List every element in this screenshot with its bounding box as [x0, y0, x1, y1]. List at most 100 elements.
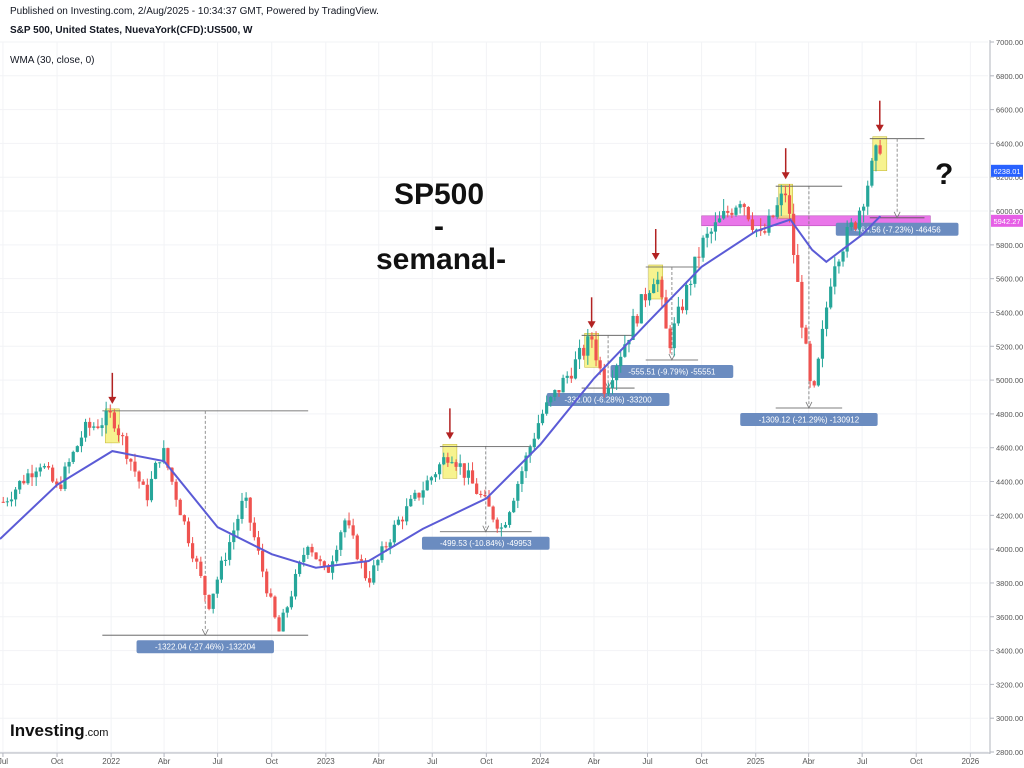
candle-body: [285, 607, 289, 613]
price-tick-label: 6600.00: [996, 106, 1023, 115]
current-price-tag: [991, 164, 1023, 177]
candle-body: [792, 213, 796, 255]
candle-body: [479, 493, 483, 495]
drawdown-label: -332.00 (-6.28%) -33200: [565, 396, 653, 405]
price-tick-label: 4400.00: [996, 478, 1023, 487]
measure-arrow: [482, 525, 490, 533]
candle-body: [771, 215, 775, 217]
candle-body: [133, 461, 137, 472]
candle-body: [335, 549, 339, 562]
candle-body: [207, 594, 211, 609]
candle-body: [652, 284, 656, 294]
candle-body: [750, 219, 755, 230]
candle-body: [878, 145, 882, 154]
indicator-legend[interactable]: WMA (30, close, 0): [10, 55, 95, 66]
candle-body: [709, 231, 713, 234]
measure-arrow: [201, 629, 209, 637]
drawdown-label-box: [546, 393, 670, 407]
drawdown-label: -499.53 (-10.84%) -49953: [440, 539, 532, 548]
candle-body: [265, 571, 269, 594]
candle-body: [137, 471, 141, 482]
candle-body: [392, 524, 396, 543]
candle-body: [656, 279, 660, 285]
candle-body: [623, 344, 627, 357]
candle-body: [829, 286, 833, 308]
candle-body: [409, 498, 413, 507]
candle-body: [100, 425, 104, 429]
candle-body: [598, 360, 602, 369]
candle-body: [631, 315, 635, 340]
time-tick-label: 2026: [961, 757, 979, 766]
candle-body: [512, 500, 516, 513]
candle-body: [808, 343, 812, 382]
candle-body: [421, 490, 425, 498]
candle-body: [104, 410, 108, 426]
candle-body: [660, 279, 664, 298]
support-price-tag-label: 5942.27: [993, 217, 1020, 226]
price-tick-label: 3000.00: [996, 714, 1023, 723]
wma-30-line: [0, 215, 882, 569]
price-tick-label: 3200.00: [996, 680, 1023, 689]
candle-body: [186, 521, 191, 544]
candle-body: [857, 210, 862, 229]
measure-arrow: [805, 401, 813, 409]
price-tick-label: 5200.00: [996, 342, 1023, 351]
candle-body: [195, 558, 199, 562]
candle-body: [824, 307, 829, 329]
candle-body: [236, 518, 240, 531]
time-tick-label: Oct: [910, 757, 923, 766]
price-tick-label: 4000.00: [996, 545, 1023, 554]
support-price-tag: [991, 214, 1023, 227]
time-tick-label: Jul: [857, 757, 867, 766]
published-note: Published on Investing.com, 2/Aug/2025 -…: [10, 6, 379, 17]
drawdown-label-box: [740, 412, 878, 426]
candle-body: [166, 448, 170, 468]
price-tags: 6238.01 5942.27: [991, 164, 1023, 227]
candle-body: [388, 542, 392, 548]
candle-body: [602, 368, 606, 394]
time-tick-label: Abr: [158, 757, 171, 766]
candle-body: [326, 567, 331, 573]
candle-body: [88, 421, 92, 428]
candle-body: [676, 306, 680, 324]
candle-body: [685, 285, 689, 311]
candle-body: [516, 483, 520, 501]
candle-body: [462, 463, 466, 478]
price-tick-label: 5800.00: [996, 241, 1023, 250]
candle-body: [532, 438, 536, 448]
candle-body: [417, 492, 421, 498]
candle-body: [372, 565, 376, 583]
price-tick-label: 5600.00: [996, 275, 1023, 284]
candle-body: [800, 281, 804, 328]
candle-body: [112, 412, 116, 429]
candle-body: [79, 437, 84, 447]
candle-body: [524, 455, 528, 472]
candle-body: [742, 204, 746, 207]
time-tick-label: 2023: [317, 757, 335, 766]
candle-body: [191, 543, 195, 559]
peak-arrow-head: [781, 172, 790, 180]
price-tick-label: 3400.00: [996, 647, 1023, 656]
candle-body: [475, 483, 479, 494]
candle-body: [269, 593, 273, 597]
price-tick-label: 3800.00: [996, 579, 1023, 588]
price-tick-label: 6800.00: [996, 72, 1023, 81]
candle-body: [55, 481, 59, 485]
wma-line: [0, 215, 882, 569]
candle-body: [454, 462, 458, 467]
candle-body: [845, 227, 849, 252]
candle-body: [450, 462, 454, 464]
candle-body: [738, 204, 742, 208]
drawdown-label: -1309.12 (-21.29%) -130912: [759, 415, 860, 424]
candle-body: [557, 390, 561, 393]
candle-body: [347, 520, 351, 526]
price-tick-label: 4800.00: [996, 410, 1023, 419]
candle-body: [376, 560, 380, 566]
candle-body: [862, 206, 866, 211]
candle-body: [870, 160, 874, 186]
candle-body: [413, 492, 417, 499]
candle-body: [92, 426, 96, 428]
candle-body: [553, 390, 557, 397]
time-tick-label: Oct: [51, 757, 64, 766]
